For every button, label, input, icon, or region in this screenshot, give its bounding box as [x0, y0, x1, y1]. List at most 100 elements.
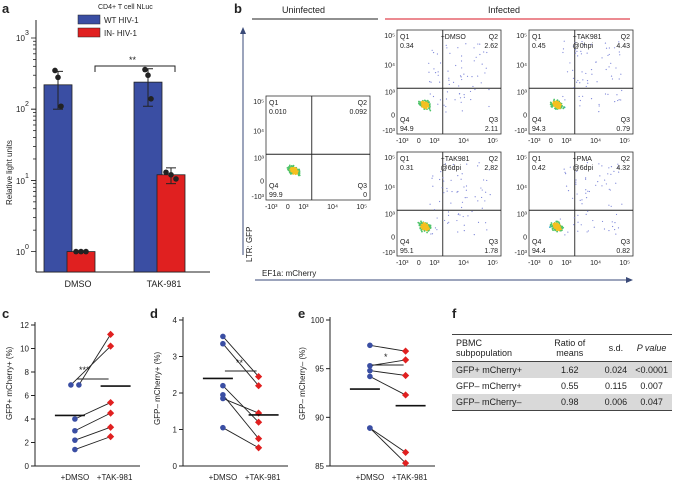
event-dot [471, 210, 473, 213]
event-dot [437, 103, 439, 105]
pair-line [222, 427, 259, 449]
event-dot [462, 215, 464, 218]
event-dot [579, 99, 581, 102]
x-tick-label: 10⁵ [487, 138, 498, 145]
event-dot [615, 233, 617, 235]
event-dot [616, 94, 618, 96]
event-dot [443, 180, 445, 182]
event-dot [463, 73, 465, 75]
bar [156, 174, 186, 273]
y-tick-label: 0 [523, 112, 527, 119]
quadrant-value-q2: 0.092 [349, 109, 367, 116]
event-dot [419, 227, 422, 230]
pair-line [222, 343, 259, 386]
x-tick-label: TAK-981 [147, 279, 182, 289]
event-dot [461, 173, 463, 175]
event-dot [421, 101, 424, 104]
event-dot [458, 85, 460, 87]
event-dot [556, 220, 559, 223]
x-tick-label: +DMSO [61, 473, 90, 482]
dmso-point [76, 382, 82, 388]
dmso-point [220, 382, 226, 389]
quadrant-value-q3: 0.82 [616, 248, 630, 255]
event-dot [419, 103, 422, 106]
event-dot [421, 230, 423, 233]
event-dot [559, 227, 562, 230]
event-dot [608, 66, 610, 68]
event-dot [445, 98, 448, 100]
quadrant-value-q4: 99.9 [269, 192, 283, 199]
event-dot [567, 231, 569, 233]
event-dot [572, 69, 574, 71]
event-dot [434, 71, 437, 74]
event-dot [448, 79, 450, 81]
event-dot [576, 193, 578, 195]
y-tick-label: 10⁴ [516, 62, 527, 69]
x-tick-label: +TAK-981 [97, 473, 133, 482]
event-dot [425, 225, 428, 228]
event-dot [456, 219, 458, 222]
y-tick-label: 10³ [517, 211, 528, 218]
event-dot [615, 182, 617, 184]
quadrant-value-q4: 94.4 [532, 248, 546, 255]
tak-point [402, 347, 410, 355]
event-dot [463, 96, 465, 98]
facs-frame [528, 151, 634, 257]
treatment-label: +DMSO [441, 34, 467, 41]
event-dot [573, 217, 575, 219]
pair-line [222, 398, 259, 414]
table-cell: GFP+ mCherry+ [452, 361, 539, 378]
event-dot [608, 229, 610, 232]
panel-e-ylabel: GFP– mCherry– (%) [298, 347, 307, 420]
event-dot [473, 60, 475, 62]
event-dot [447, 211, 450, 213]
event-dot [434, 227, 437, 229]
x-tick-label: 0 [417, 138, 421, 145]
y-tick-label: 0 [391, 234, 395, 241]
event-dot [581, 40, 583, 43]
event-dot [608, 47, 610, 49]
dmso-point [367, 342, 373, 349]
event-dot [463, 224, 465, 226]
quadrant-value-q3: 0.79 [616, 126, 630, 133]
event-dot [574, 49, 577, 51]
event-dot [474, 88, 476, 91]
event-dot [479, 43, 481, 45]
event-dot [423, 224, 425, 227]
event-dot [601, 57, 603, 59]
sig-stars: ** [129, 55, 137, 65]
ytick-label: 10 [16, 177, 25, 186]
ytick-label: 10 [16, 105, 25, 114]
event-dot [581, 203, 583, 205]
event-dot [429, 93, 431, 95]
event-dot [486, 179, 488, 182]
data-point [78, 248, 84, 255]
event-dot [452, 163, 454, 166]
tak-point [255, 444, 263, 452]
facs-plot: Q1 0.31 Q2 2.82 Q3 1.78 Q4 95.1 +TAK981 @6dpi -10³… [383, 151, 502, 267]
event-dot [290, 166, 293, 169]
pair-line [222, 336, 259, 377]
data-point [145, 72, 151, 79]
event-dot [447, 222, 449, 224]
x-tick-label: 0 [286, 204, 290, 211]
event-dot [443, 104, 445, 106]
event-dot [296, 170, 299, 173]
panel-letter-a: a [2, 1, 10, 16]
pair-line [70, 345, 111, 386]
quadrant-value-q4: 95.1 [400, 248, 414, 255]
event-dot [438, 200, 441, 203]
dmso-point [72, 446, 78, 453]
event-dot [618, 51, 620, 53]
event-dot [427, 105, 430, 108]
pair-line [369, 427, 406, 464]
event-dot [426, 223, 429, 226]
quadrant-label-q4: Q4 [400, 239, 409, 246]
event-dot [460, 60, 463, 62]
event-dot [439, 99, 442, 101]
quadrant-label-q1: Q1 [532, 34, 541, 41]
event-dot [466, 75, 469, 77]
x-tick-label: DMSO [65, 279, 92, 289]
y-tick-label: 1 [173, 426, 178, 435]
event-dot [554, 229, 557, 232]
